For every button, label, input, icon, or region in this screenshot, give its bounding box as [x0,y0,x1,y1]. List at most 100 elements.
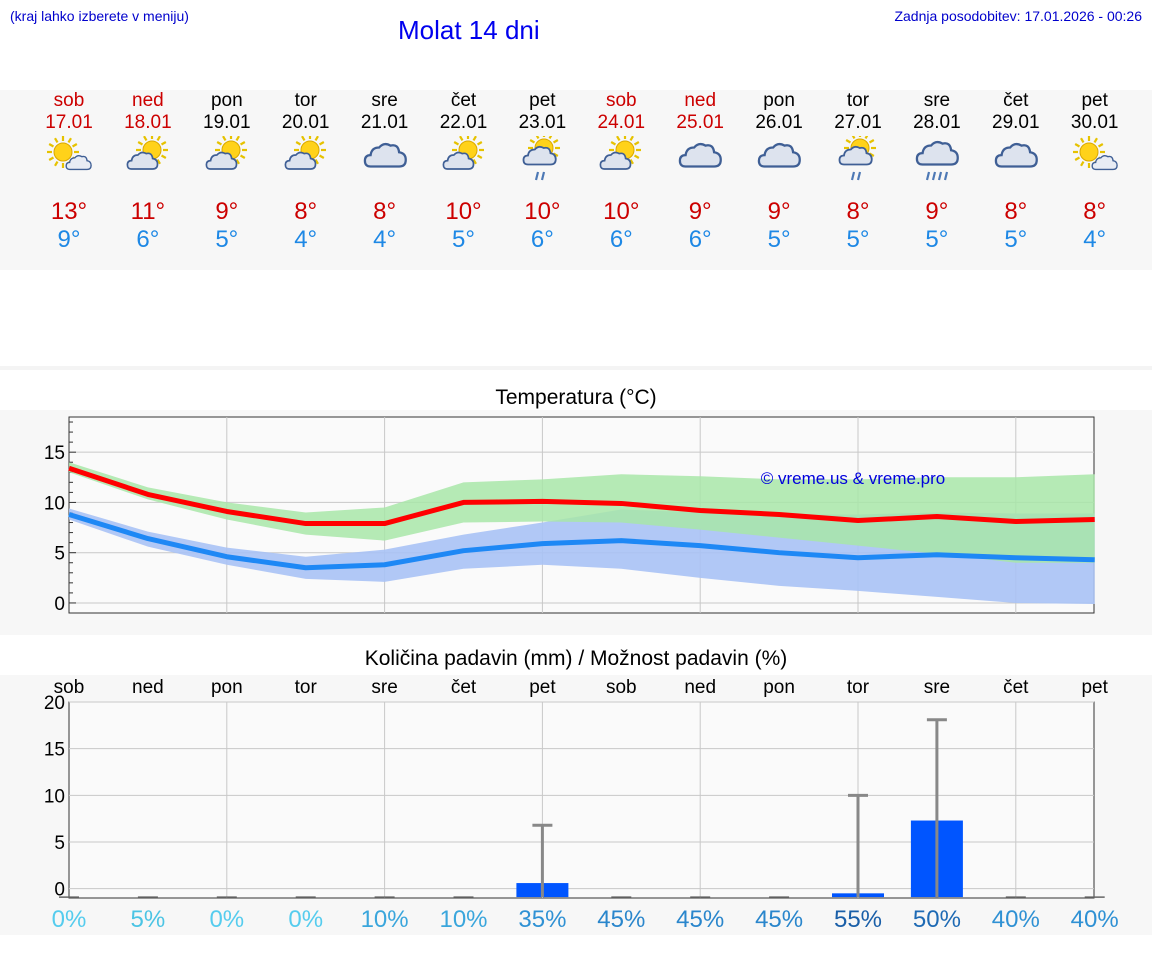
day-date: 27.01 [834,112,882,133]
day-min-temp: 5° [1004,226,1028,253]
day-max-temp: 10° [445,198,482,225]
day-max-temp: 8° [373,198,397,225]
x-category-label: sre [371,677,397,698]
x-category-label: sob [54,677,85,698]
sun-behind-cloud-icon [203,136,251,184]
sun-behind-cloud-icon [124,136,172,184]
day-max-temp: 8° [846,198,870,225]
day-name: ned [132,90,164,111]
day-max-temp: 8° [294,198,318,225]
day-max-temp: 13° [50,198,88,225]
cloud-rain-icon [913,136,961,184]
day-date: 28.01 [913,112,961,133]
day-date: 30.01 [1070,112,1119,133]
day-name: pon [763,90,795,111]
day-date: 18.01 [124,112,172,133]
precipitation-probability: 45% [755,906,803,933]
y-tick-label: 10 [44,786,65,807]
x-category-label: sob [606,677,637,698]
cloudy-icon [361,136,409,184]
sun-cloud-rain-icon [834,136,882,184]
sun-behind-cloud-icon [282,136,330,184]
precipitation-probability: 10% [439,906,487,933]
x-category-label: pon [211,677,243,698]
precipitation-probability: 5% [131,906,166,933]
x-category-label: pon [763,677,795,698]
day-max-temp: 9° [767,198,791,225]
day-min-temp: 5° [215,226,239,253]
day-min-temp: 6° [688,226,712,253]
precipitation-probability: 50% [913,906,961,933]
watermark: © vreme.us & vreme.pro [761,469,945,488]
day-min-temp: 6° [609,226,633,253]
day-name: sre [371,90,398,111]
precipitation-probability: 35% [518,906,566,933]
precipitation-probability: 45% [597,906,645,933]
cloudy-icon [676,136,724,184]
last-updated: Zadnja posodobitev: 17.01.2026 - 00:26 [894,8,1142,24]
day-min-temp: 5° [767,226,791,253]
day-min-temp: 5° [452,226,475,253]
precipitation-probability: 10% [361,906,409,933]
day-date: 21.01 [360,112,409,133]
day-min-temp: 5° [846,226,870,253]
x-category-label: tor [295,677,318,698]
day-min-temp: 4° [373,226,397,253]
day-max-temp: 10° [524,198,561,225]
day-name: pet [1081,90,1108,111]
y-tick-label: 5 [54,833,65,854]
sun-cloud-icon [45,136,93,184]
sun-behind-cloud-icon [440,136,488,184]
x-category-label: čet [1003,677,1029,698]
day-name: sob [605,90,637,111]
day-date: 24.01 [597,112,646,133]
day-name: čet [1003,90,1029,111]
precipitation-probability: 0% [52,906,87,933]
y-tick-label: 20 [44,693,65,714]
precipitation-probability: 0% [288,906,323,933]
cloudy-icon [992,136,1040,184]
day-name: čet [450,90,477,111]
day-min-temp: 9° [57,226,81,253]
x-category-label: sre [924,677,950,698]
precipitation-probability: 40% [992,906,1040,933]
precipitation-probability: 55% [834,906,882,933]
max-range-band [69,462,1095,563]
day-max-temp: 11° [130,198,166,225]
precipitation-probability: 0% [209,906,244,933]
min-temperature-line [68,512,1095,571]
location-hint-link[interactable]: (kraj lahko izberete v meniju) [10,8,189,24]
x-category-label: ned [132,677,164,698]
day-date: 23.01 [518,112,567,133]
separator [0,366,1152,370]
day-name: pet [529,90,556,111]
x-category-label: pet [1081,677,1108,698]
precipitation-probability: 40% [1071,906,1119,933]
temperature-chart: 0 5 10 15 © vreme.us & vreme.pro [44,416,1095,615]
day-date: 22.01 [439,112,488,133]
day-max-temp: 9° [925,198,949,225]
x-category-label: čet [451,677,477,698]
day-name: ned [684,90,717,111]
temperature-chart-title: Temperatura (°C) [495,386,657,409]
page-title: Molat 14 dni [398,15,540,45]
day-name: tor [846,90,870,111]
y-tick-label: 0 [54,594,65,615]
precipitation-chart-title: Količina padavin (mm) / Možnost padavin … [364,647,788,670]
day-max-temp: 8° [1083,198,1107,225]
daily-forecast-strip: sob 17.01 13° 9° ned 18.01 11° 6° pon 19.01 9° 5° to… [0,90,1152,270]
day-date: 29.01 [992,112,1040,133]
x-category-label: ned [684,677,716,698]
day-date: 17.01 [45,112,93,133]
cloudy-icon [755,136,803,184]
day-max-temp: 9° [688,198,712,225]
max-temperature-line [68,465,1095,527]
day-name: sob [53,90,85,111]
day-date: 19.01 [203,112,251,133]
day-min-temp: 4° [294,226,318,253]
y-tick-label: 15 [44,740,65,761]
sun-cloud-icon [1071,136,1119,184]
day-name: pon [210,90,243,111]
day-min-temp: 5° [925,226,949,253]
